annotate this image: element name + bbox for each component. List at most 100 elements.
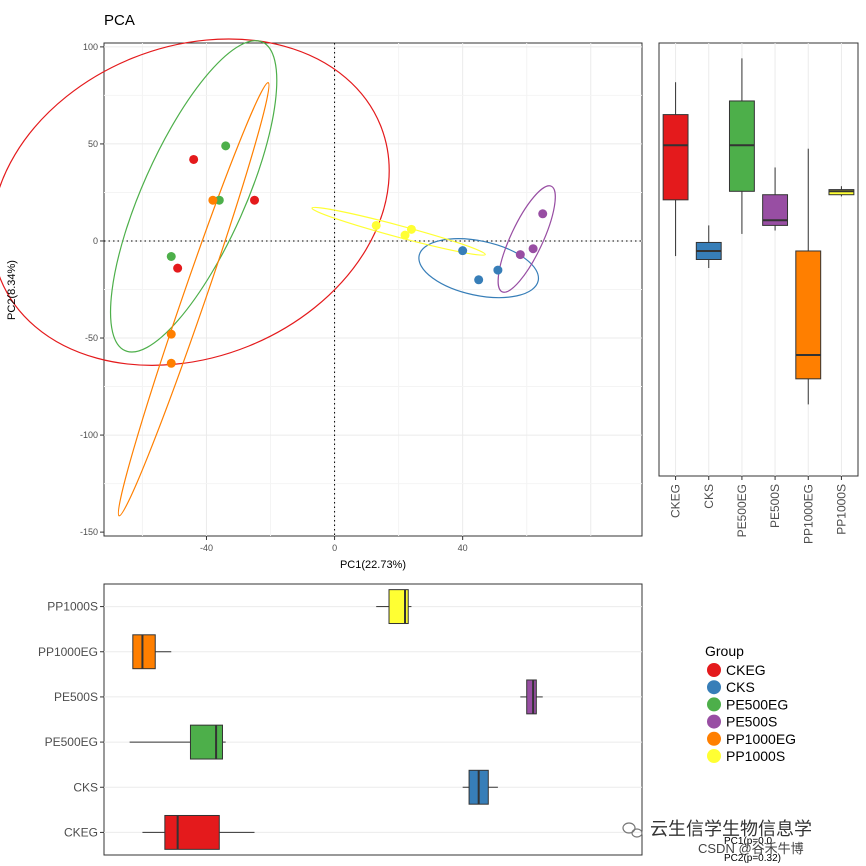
right-panel-border <box>658 42 859 477</box>
ellipse-pp1000eg <box>117 82 270 517</box>
bottom-category-label: PE500EG <box>45 735 98 749</box>
box-pc2-pp1000eg <box>795 148 822 405</box>
point-cks <box>493 265 503 275</box>
watermark-overlay-2: PC2(p=0.32) <box>724 853 781 864</box>
ellipse-cks <box>418 238 540 299</box>
legend-key-pe500s <box>707 714 721 729</box>
y-tick-label: 50 <box>88 139 98 149</box>
y-tick-label: -100 <box>80 430 98 440</box>
point-pe500eg <box>221 141 231 151</box>
box-pc1-pp1000eg <box>132 634 172 670</box>
bottom-category-label: PE500S <box>54 690 98 704</box>
bottom-category-labels: PP1000S PP1000EG PE500S PE500EG CKS CKEG <box>38 600 98 840</box>
watermark: 云生信学生物信息学 PC1(p=0.0 CSDN @谷禾牛博 PC2(p=0.3… <box>622 819 812 864</box>
right-category-label: PE500S <box>768 484 782 528</box>
legend-label-cks: CKS <box>726 679 755 695</box>
box-body <box>388 589 409 625</box>
box-body <box>164 814 220 850</box>
point-cks <box>458 246 468 256</box>
x-tick-label: 0 <box>332 543 337 553</box>
legend-label-ckeg: CKEG <box>726 662 766 678</box>
bottom-category-label: CKEG <box>64 825 98 839</box>
confidence-ellipses <box>0 38 556 517</box>
pc2-boxplot-panel: CKEG CKS PE500EG PE500S PP1000EG PP1000S <box>658 42 859 544</box>
legend-key-cks <box>707 680 721 695</box>
box-body <box>189 724 223 760</box>
watermark-sub: CSDN @谷禾牛博 <box>698 841 804 856</box>
bottom-boxes <box>129 589 543 850</box>
point-pe500eg <box>166 252 176 262</box>
x-tick-label: -40 <box>200 543 213 553</box>
reference-lines <box>104 43 642 536</box>
legend-key-pe500eg <box>707 697 721 712</box>
pc1-boxplot-panel: PP1000S PP1000EG PE500S PE500EG CKS CKEG <box>38 583 643 856</box>
box-pc2-pe500eg <box>728 58 755 234</box>
right-category-labels: CKEG CKS PE500EG PE500S PP1000EG PP1000S <box>669 484 849 544</box>
wechat-icon <box>622 822 643 838</box>
point-pp1000eg <box>166 358 176 368</box>
bottom-panel-grid <box>100 606 642 833</box>
box-pc1-ckeg <box>142 814 255 850</box>
pca-scatter-panel: -40 0 40 100 50 0 -50 -100 -150 <box>0 38 643 553</box>
x-axis-label: PC1(22.73%) <box>340 559 406 571</box>
box-pc1-pe500s <box>520 679 543 715</box>
ellipse-pe500eg <box>109 40 278 353</box>
legend-title: Group <box>705 643 744 659</box>
y-tick-label: -50 <box>85 333 98 343</box>
bottom-category-label: CKS <box>73 780 98 794</box>
box-body <box>795 250 822 380</box>
watermark-main: 云生信学生物信息学 <box>650 819 812 839</box>
box-pc2-ckeg <box>662 82 689 257</box>
scatter-axis-ticks: -40 0 40 100 50 0 -50 -100 -150 <box>80 42 468 553</box>
right-category-label: PP1000EG <box>801 484 815 544</box>
box-pc2-pe500s <box>762 167 789 231</box>
box-body <box>132 634 156 670</box>
right-category-label: PE500EG <box>735 484 749 537</box>
bottom-panel-border <box>103 583 643 856</box>
y-tick-label: 100 <box>83 42 98 52</box>
point-pe500eg <box>214 195 224 205</box>
bottom-category-label: PP1000EG <box>38 645 98 659</box>
box-body <box>526 679 537 715</box>
legend-key-pp1000eg <box>707 731 721 746</box>
box-pc2-pp1000s <box>828 186 855 197</box>
legend-key-pp1000s <box>707 749 721 763</box>
y-tick-label: -150 <box>80 527 98 537</box>
ellipse-pp1000s <box>311 206 486 256</box>
point-pp1000eg <box>208 195 218 205</box>
ellipse-ckeg <box>0 38 390 366</box>
right-boxes <box>662 58 855 405</box>
scatter-points <box>166 141 548 368</box>
point-pe500s <box>515 250 525 260</box>
right-category-label: PP1000S <box>834 484 848 535</box>
watermark-overlay-1: PC1(p=0.0 <box>724 836 773 847</box>
bottom-category-label: PP1000S <box>47 600 98 614</box>
box-pc1-pe500eg <box>129 724 226 760</box>
scatter-grid <box>104 43 642 536</box>
point-cks <box>474 275 484 285</box>
y-tick-label: 0 <box>93 236 98 246</box>
point-ckeg <box>250 195 260 205</box>
x-tick-label: 40 <box>458 543 468 553</box>
point-pe500s <box>538 209 548 219</box>
legend-label-pp1000s: PP1000S <box>726 748 785 764</box>
point-pp1000s <box>406 224 416 234</box>
chart-title: PCA <box>104 12 135 29</box>
ellipse-pe500s <box>497 185 556 293</box>
legend-label-pe500eg: PE500EG <box>726 696 788 712</box>
box-pc1-cks <box>462 769 498 805</box>
legend-label-pe500s: PE500S <box>726 714 777 730</box>
box-body <box>662 114 689 201</box>
box-pc2-cks <box>695 225 722 269</box>
y-axis-label: PC2(8.34%) <box>6 260 18 320</box>
point-ckeg <box>189 154 199 164</box>
legend-key-ckeg <box>707 663 721 677</box>
right-category-label: CKS <box>702 484 716 509</box>
point-ckeg <box>173 263 183 273</box>
box-pc1-pp1000s <box>376 589 412 625</box>
point-pe500s <box>528 244 538 254</box>
point-pp1000s <box>400 230 410 240</box>
right-category-label: CKEG <box>669 484 683 518</box>
